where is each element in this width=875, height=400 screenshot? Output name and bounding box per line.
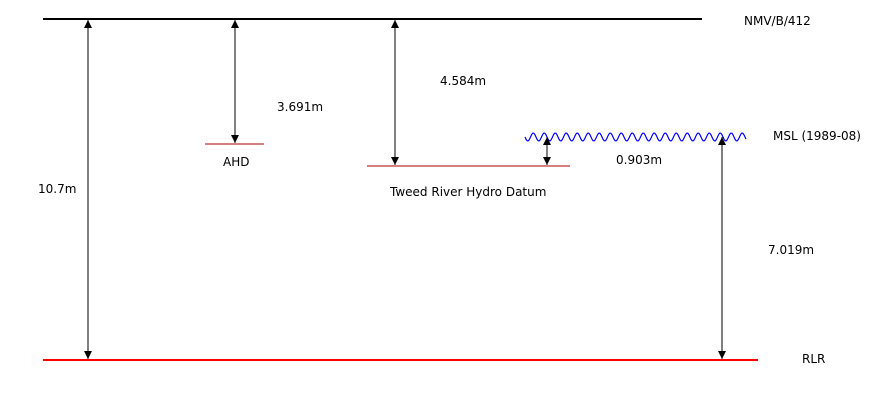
msl-label: MSL (1989-08) (773, 129, 861, 143)
msl-rlr-distance: 7.019m (768, 243, 814, 257)
ahd-label: AHD (223, 155, 249, 169)
nmv-label: NMV/B/412 (744, 14, 811, 28)
tweed-msl-distance: 0.903m (616, 153, 662, 167)
nmv-ahd-distance: 3.691m (277, 100, 323, 114)
nmv-tweed-distance: 4.584m (440, 74, 486, 88)
tweed-label: Tweed River Hydro Datum (389, 185, 546, 199)
rlr-label: RLR (802, 352, 825, 366)
msl-wave-line (524, 132, 747, 142)
nmv-rlr-distance: 10.7m (38, 182, 76, 196)
